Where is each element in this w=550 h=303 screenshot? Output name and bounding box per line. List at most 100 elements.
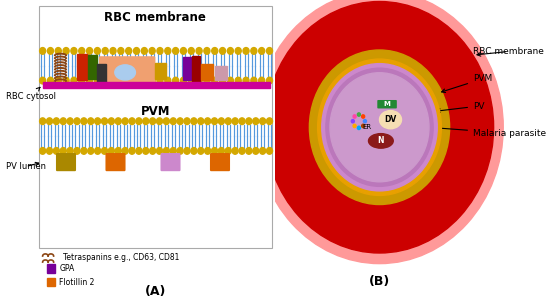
Circle shape <box>227 77 233 84</box>
Circle shape <box>81 118 87 125</box>
Circle shape <box>143 148 148 154</box>
Circle shape <box>165 48 171 54</box>
Circle shape <box>188 77 194 84</box>
Circle shape <box>150 148 156 154</box>
Circle shape <box>211 118 218 125</box>
Circle shape <box>204 77 210 84</box>
Circle shape <box>170 118 176 125</box>
Circle shape <box>95 148 101 154</box>
Circle shape <box>118 48 124 54</box>
Circle shape <box>243 48 249 54</box>
Circle shape <box>267 48 272 54</box>
Circle shape <box>362 124 365 128</box>
Circle shape <box>205 148 211 154</box>
Circle shape <box>71 77 77 84</box>
Circle shape <box>101 148 108 154</box>
Text: RBC cytosol: RBC cytosol <box>6 87 56 102</box>
Circle shape <box>226 118 231 125</box>
Circle shape <box>122 118 128 125</box>
Bar <box>88 55 97 79</box>
Bar <box>39 6 272 248</box>
Circle shape <box>205 118 211 125</box>
Circle shape <box>227 48 233 54</box>
Circle shape <box>71 48 77 54</box>
Circle shape <box>163 148 169 154</box>
Circle shape <box>353 115 356 118</box>
Circle shape <box>173 77 179 84</box>
Circle shape <box>258 77 265 84</box>
Circle shape <box>55 48 61 54</box>
Circle shape <box>173 48 179 54</box>
Circle shape <box>122 148 128 154</box>
FancyBboxPatch shape <box>56 153 76 171</box>
FancyBboxPatch shape <box>99 56 155 82</box>
Circle shape <box>256 0 503 264</box>
Circle shape <box>362 115 365 118</box>
Circle shape <box>364 119 366 123</box>
Bar <box>214 66 227 80</box>
Circle shape <box>136 118 142 125</box>
Circle shape <box>63 48 69 54</box>
Circle shape <box>125 48 131 54</box>
Circle shape <box>184 118 190 125</box>
Circle shape <box>110 77 116 84</box>
Circle shape <box>232 148 238 154</box>
Circle shape <box>115 148 121 154</box>
Circle shape <box>204 48 210 54</box>
Bar <box>77 54 87 80</box>
Circle shape <box>330 73 429 182</box>
Circle shape <box>188 48 194 54</box>
Circle shape <box>108 148 114 154</box>
Text: PVM: PVM <box>141 105 170 118</box>
Circle shape <box>129 118 135 125</box>
Circle shape <box>74 148 80 154</box>
Circle shape <box>95 118 101 125</box>
Circle shape <box>252 118 258 125</box>
Circle shape <box>102 77 108 84</box>
Circle shape <box>246 118 252 125</box>
Circle shape <box>67 118 73 125</box>
Circle shape <box>79 48 85 54</box>
Circle shape <box>198 148 204 154</box>
Circle shape <box>267 118 272 125</box>
FancyBboxPatch shape <box>106 153 125 171</box>
Circle shape <box>149 77 155 84</box>
Circle shape <box>81 148 87 154</box>
Circle shape <box>252 148 258 154</box>
Circle shape <box>165 77 171 84</box>
Circle shape <box>232 118 238 125</box>
Circle shape <box>235 77 241 84</box>
Bar <box>43 82 270 88</box>
Circle shape <box>86 77 92 84</box>
Circle shape <box>149 48 155 54</box>
Text: GPA: GPA <box>59 264 74 273</box>
Text: RBC membrane: RBC membrane <box>104 11 206 24</box>
Text: M: M <box>384 101 390 107</box>
Circle shape <box>95 48 101 54</box>
Circle shape <box>191 118 197 125</box>
Circle shape <box>136 148 142 154</box>
Text: Malaria parasite: Malaria parasite <box>432 126 546 138</box>
Circle shape <box>170 148 176 154</box>
Circle shape <box>118 77 124 84</box>
Circle shape <box>88 118 94 125</box>
Circle shape <box>212 48 218 54</box>
Circle shape <box>134 48 140 54</box>
Circle shape <box>177 118 183 125</box>
Circle shape <box>196 48 202 54</box>
Circle shape <box>258 48 265 54</box>
Circle shape <box>55 77 61 84</box>
Circle shape <box>53 148 59 154</box>
Circle shape <box>63 77 69 84</box>
Bar <box>183 57 191 80</box>
Bar <box>155 63 166 79</box>
Circle shape <box>196 77 202 84</box>
Circle shape <box>251 48 257 54</box>
Circle shape <box>40 118 46 125</box>
Circle shape <box>177 148 183 154</box>
Bar <box>97 64 107 82</box>
Circle shape <box>102 48 108 54</box>
Circle shape <box>95 77 101 84</box>
Text: PV: PV <box>437 102 485 112</box>
Circle shape <box>239 148 245 154</box>
